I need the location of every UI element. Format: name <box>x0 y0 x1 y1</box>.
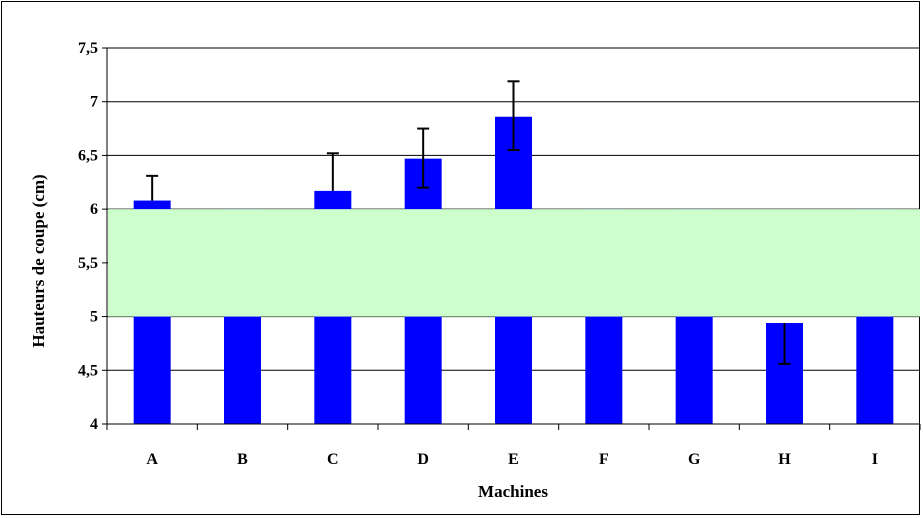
x-tick-label-F: F <box>599 451 609 468</box>
x-tick-label-D: D <box>417 451 429 468</box>
y-tick-label-5: 6,5 <box>78 147 98 164</box>
x-tick-label-G: G <box>688 451 701 468</box>
y-tick-label-0: 4 <box>90 416 98 433</box>
y-tick-labels: 4 4,5 5 5,5 6 6,5 7 7,5 <box>78 40 98 433</box>
y-tick-label-2: 5 <box>90 309 98 326</box>
x-tick-label-B: B <box>237 451 248 468</box>
x-tick-label-H: H <box>778 451 791 468</box>
x-tick-label-A: A <box>146 451 158 468</box>
y-tick-label-4: 6 <box>90 201 98 218</box>
x-tick-label-I: I <box>872 451 878 468</box>
reference-band-group <box>108 209 920 317</box>
axes <box>102 47 921 430</box>
y-tick-label-3: 5,5 <box>78 255 98 272</box>
x-tick-label-E: E <box>508 451 519 468</box>
x-axis-title: Machines <box>478 482 548 501</box>
error-bars <box>146 80 791 365</box>
y-tick-label-1: 4,5 <box>78 362 98 379</box>
x-tick-labels: A B C D E F G H I <box>146 451 878 468</box>
y-axis-title: Hauteurs de coupe (cm) <box>29 174 48 347</box>
reference-band <box>108 209 920 317</box>
y-tick-label-7: 7,5 <box>78 40 98 57</box>
y-tick-label-6: 7 <box>90 94 98 111</box>
x-tick-label-C: C <box>327 451 339 468</box>
